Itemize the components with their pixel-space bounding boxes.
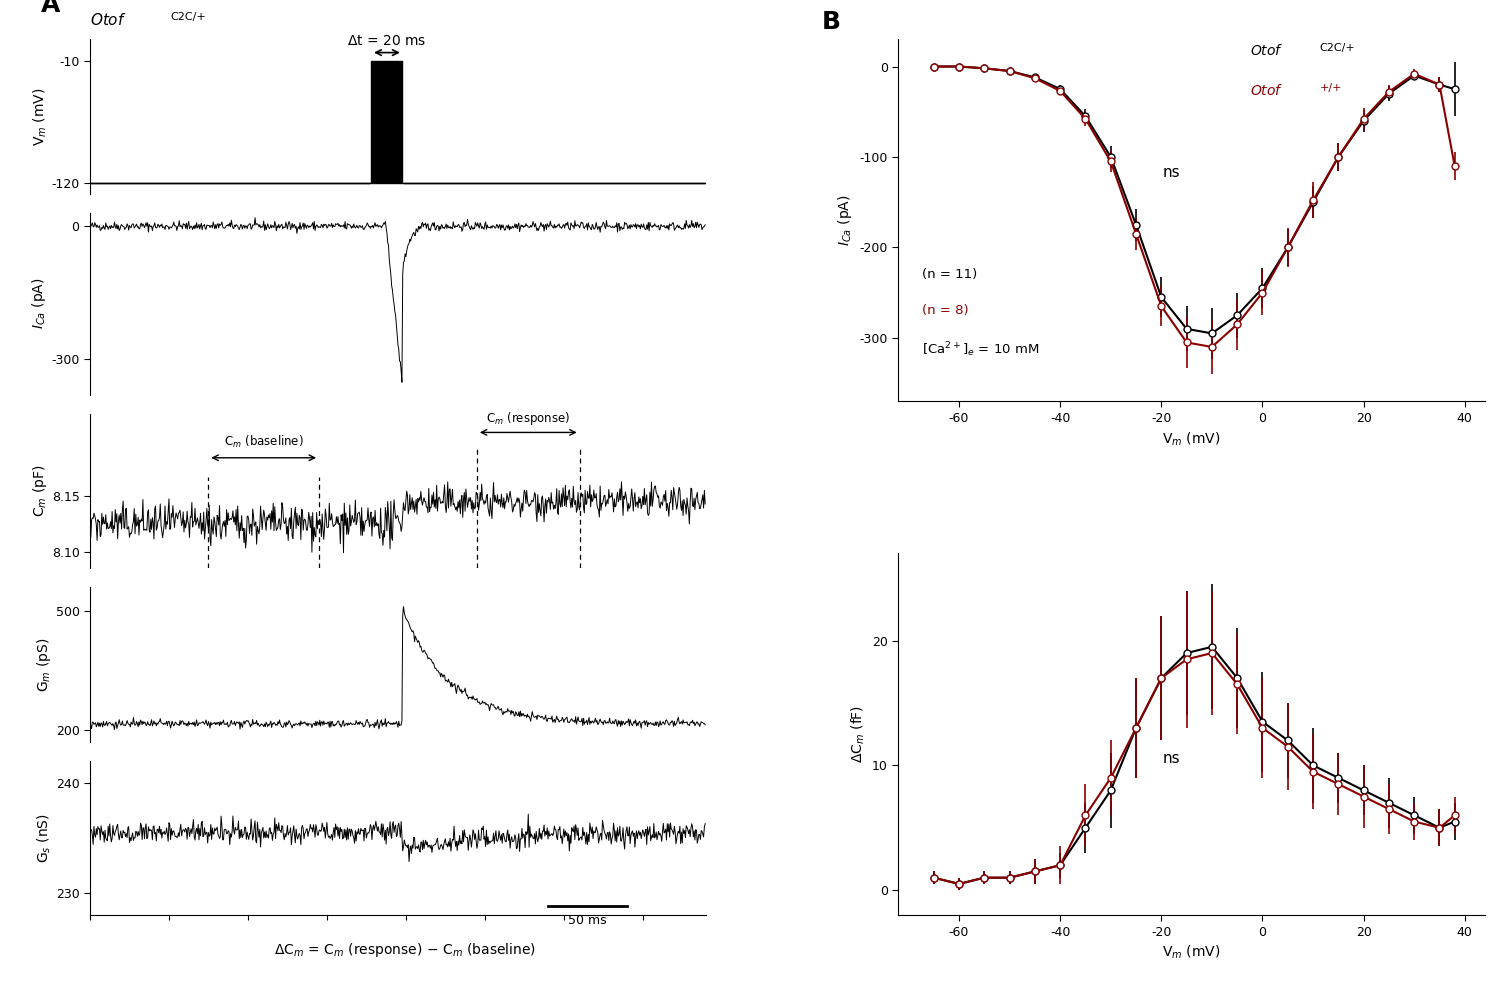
Text: $\it{Otof}$: $\it{Otof}$ — [1251, 83, 1284, 97]
Text: $\it{Otof}$: $\it{Otof}$ — [1251, 43, 1284, 58]
Text: 50 ms: 50 ms — [568, 914, 608, 927]
Text: (n = 11): (n = 11) — [922, 269, 976, 281]
Y-axis label: G$_s$ (nS): G$_s$ (nS) — [36, 813, 52, 863]
Text: C$_m$ (response): C$_m$ (response) — [486, 410, 570, 427]
Y-axis label: V$_m$ (mV): V$_m$ (mV) — [32, 88, 48, 146]
Y-axis label: C$_m$ (pF): C$_m$ (pF) — [32, 464, 50, 518]
Text: +/+: +/+ — [1320, 83, 1342, 92]
Y-axis label: G$_m$ (pS): G$_m$ (pS) — [34, 638, 53, 692]
Text: ns: ns — [1162, 751, 1180, 767]
Y-axis label: $I_{Ca}$ (pA): $I_{Ca}$ (pA) — [836, 195, 854, 246]
Text: A: A — [40, 0, 60, 17]
Text: B: B — [822, 11, 842, 34]
Text: C2C/+: C2C/+ — [1320, 43, 1356, 53]
X-axis label: V$_m$ (mV): V$_m$ (mV) — [1162, 430, 1221, 448]
Text: [Ca$^{2+}$]$_e$ = 10 mM: [Ca$^{2+}$]$_e$ = 10 mM — [922, 340, 1040, 359]
Y-axis label: $\Delta$C$_m$ (fF): $\Delta$C$_m$ (fF) — [849, 706, 867, 764]
Text: C2C/+: C2C/+ — [170, 12, 206, 22]
Text: ns: ns — [1162, 165, 1180, 180]
Text: $\it{Otof}$: $\it{Otof}$ — [90, 12, 126, 28]
Text: $\Delta$t = 20 ms: $\Delta$t = 20 ms — [346, 34, 426, 48]
X-axis label: V$_m$ (mV): V$_m$ (mV) — [1162, 944, 1221, 961]
Text: $\Delta$C$_m$ = C$_m$ (response) $-$ C$_m$ (baseline): $\Delta$C$_m$ = C$_m$ (response) $-$ C$_… — [274, 942, 536, 959]
Text: (n = 8): (n = 8) — [922, 304, 969, 318]
Y-axis label: $I_{Ca}$ (pA): $I_{Ca}$ (pA) — [30, 277, 48, 330]
Text: C$_m$ (baseline): C$_m$ (baseline) — [224, 434, 303, 450]
